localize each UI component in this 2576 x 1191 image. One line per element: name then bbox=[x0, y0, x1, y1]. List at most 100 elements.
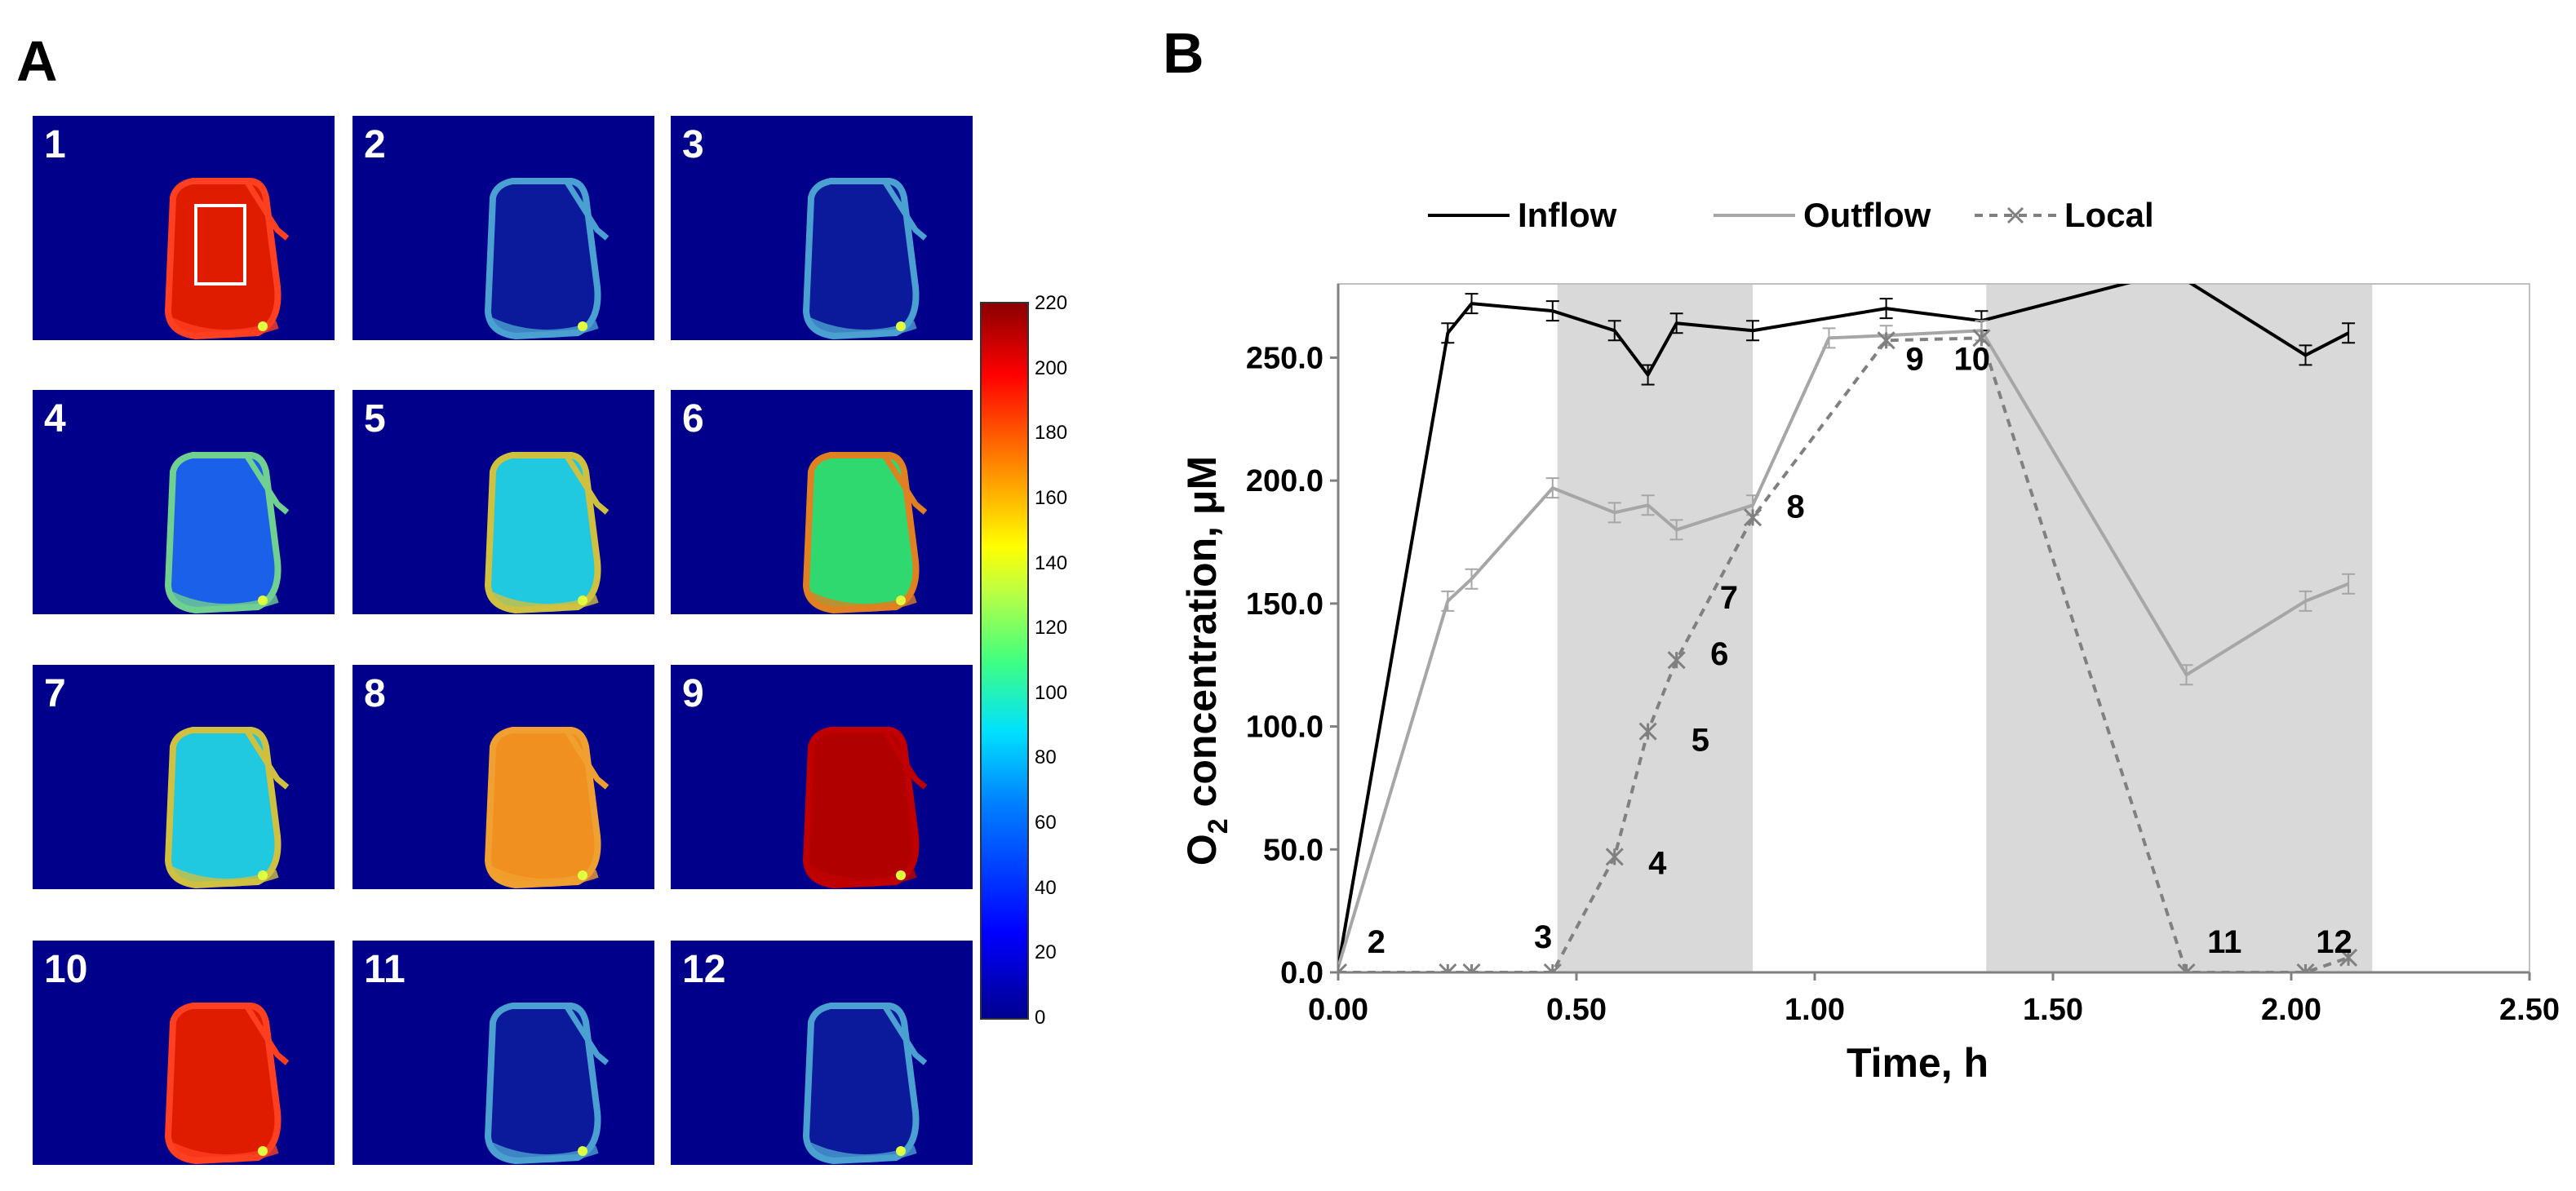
tile-number: 4 bbox=[44, 397, 66, 441]
data-point bbox=[1744, 508, 1762, 527]
image-tile: 11 bbox=[352, 941, 654, 1165]
tile-image bbox=[671, 665, 973, 889]
tile-image bbox=[33, 116, 335, 340]
point-annotation: 3 bbox=[1534, 919, 1552, 955]
tile-image bbox=[671, 941, 973, 1165]
point-annotation: 2 bbox=[1368, 924, 1386, 960]
point-annotation: 6 bbox=[1710, 636, 1728, 672]
point-annotation: 12 bbox=[2316, 924, 2352, 960]
series-group bbox=[1338, 284, 2358, 972]
tile-number: 10 bbox=[44, 948, 88, 991]
data-point bbox=[1972, 329, 1991, 348]
shaded-region bbox=[1557, 284, 1754, 972]
image-tile: 12 bbox=[671, 941, 973, 1165]
x-tick-label: 2.50 bbox=[2499, 993, 2560, 1027]
image-tile: 4 bbox=[33, 390, 335, 614]
tile-number: 9 bbox=[682, 672, 704, 715]
tile-image bbox=[671, 116, 973, 340]
colorbar-tick-label: 60 bbox=[1035, 812, 1057, 835]
panel-b-label: B bbox=[1163, 21, 1204, 85]
colorbar-tick-label: 200 bbox=[1035, 356, 1068, 379]
tile-image bbox=[352, 941, 654, 1165]
tile-image bbox=[33, 941, 335, 1165]
data-point bbox=[1877, 331, 1895, 350]
data-point bbox=[1338, 963, 1348, 972]
tile-image bbox=[352, 116, 654, 340]
data-point bbox=[1462, 963, 1481, 972]
image-tile: 2 bbox=[352, 116, 654, 340]
panel-a-label: A bbox=[16, 29, 58, 93]
y-tick-label: 100.0 bbox=[1246, 711, 1323, 745]
tile-number: 12 bbox=[682, 948, 726, 991]
legend-label: Inflow bbox=[1518, 196, 1617, 234]
image-tile: 3 bbox=[671, 116, 973, 340]
tile-number: 3 bbox=[682, 123, 704, 166]
colorbar-tick-label: 80 bbox=[1035, 746, 1057, 769]
legend-label: Local bbox=[2064, 196, 2154, 234]
colorbar-tick-label: 100 bbox=[1035, 681, 1068, 704]
colorbar-tick-label: 40 bbox=[1035, 876, 1057, 899]
image-tile: 9 bbox=[671, 665, 973, 889]
x-axis-label: Time, h bbox=[1847, 1040, 1989, 1086]
data-point bbox=[2177, 963, 2196, 972]
tile-image bbox=[352, 665, 654, 889]
tile-number: 2 bbox=[364, 123, 386, 166]
x-tick-label: 1.00 bbox=[1785, 993, 1845, 1027]
data-point bbox=[2296, 963, 2315, 972]
image-tile: 8 bbox=[352, 665, 654, 889]
legend-marker bbox=[2006, 206, 2024, 224]
x-tick-label: 2.00 bbox=[2261, 993, 2321, 1027]
tile-image bbox=[671, 390, 973, 614]
y-tick-label: 50.0 bbox=[1263, 833, 1323, 867]
colorbar-tick-label: 0 bbox=[1035, 1007, 1046, 1029]
tile-number: 7 bbox=[44, 672, 66, 715]
point-annotation: 4 bbox=[1648, 845, 1667, 881]
tile-number: 5 bbox=[364, 397, 386, 441]
image-tile: 6 bbox=[671, 390, 973, 614]
colorbar bbox=[980, 302, 1029, 1020]
x-tick-label: 1.50 bbox=[2023, 993, 2083, 1027]
point-annotation: 11 bbox=[2207, 924, 2241, 960]
y-axis-label: O2 concentration, μM bbox=[1179, 456, 1234, 866]
colorbar-tick-label: 180 bbox=[1035, 422, 1068, 445]
y-axis-label-main: O bbox=[1179, 834, 1225, 866]
data-point bbox=[2339, 948, 2358, 967]
data-point bbox=[1605, 848, 1624, 866]
x-tick-label: 0.50 bbox=[1546, 993, 1607, 1027]
colorbar-tick-label: 220 bbox=[1035, 292, 1068, 314]
colorbar-tick-label: 20 bbox=[1035, 941, 1057, 964]
tile-image bbox=[33, 665, 335, 889]
point-annotation: 7 bbox=[1720, 580, 1738, 616]
tile-number: 8 bbox=[364, 672, 386, 715]
data-point bbox=[1439, 963, 1457, 972]
legend-label: Outflow bbox=[1803, 196, 1931, 234]
colorbar-tick-label: 160 bbox=[1035, 486, 1068, 509]
data-point bbox=[1667, 651, 1686, 670]
point-annotation: 10 bbox=[1953, 342, 1990, 378]
y-tick-label: 0.0 bbox=[1280, 956, 1323, 990]
tile-number: 1 bbox=[44, 123, 66, 166]
x-tick-label: 0.00 bbox=[1308, 993, 1368, 1027]
y-tick-label: 200.0 bbox=[1246, 464, 1323, 498]
tile-image bbox=[33, 390, 335, 614]
y-axis-label-rest: concentration, μM bbox=[1179, 456, 1225, 819]
colorbar-tick-label: 140 bbox=[1035, 551, 1068, 574]
colorbar-tick-label: 120 bbox=[1035, 617, 1068, 640]
tile-image bbox=[352, 390, 654, 614]
image-tile: 5 bbox=[352, 390, 654, 614]
tile-number: 11 bbox=[364, 948, 406, 991]
y-tick-label: 250.0 bbox=[1246, 341, 1323, 375]
image-tile: 10 bbox=[33, 941, 335, 1165]
point-annotation: 8 bbox=[1787, 489, 1805, 525]
image-tile: 7 bbox=[33, 665, 335, 889]
point-annotation: 5 bbox=[1691, 723, 1709, 759]
y-tick-label: 150.0 bbox=[1246, 587, 1323, 622]
tile-number: 6 bbox=[682, 397, 704, 441]
point-annotation: 9 bbox=[1906, 342, 1924, 378]
data-point bbox=[1543, 963, 1562, 972]
data-point bbox=[1638, 722, 1657, 741]
shaded-region bbox=[1986, 284, 2373, 972]
series-line-outflow bbox=[1338, 329, 2349, 968]
image-tile: 1 bbox=[33, 116, 335, 340]
